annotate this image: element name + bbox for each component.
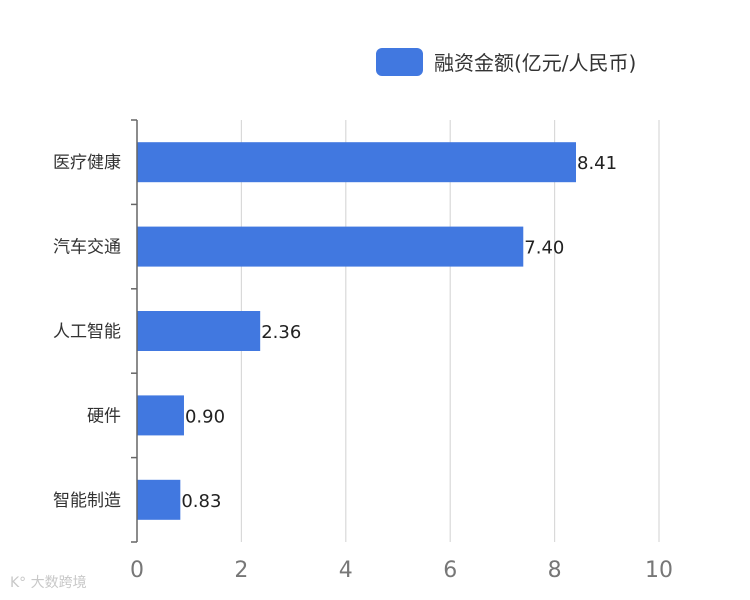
legend: 融资金额(亿元/人民币) [376, 48, 636, 76]
legend-swatch [376, 48, 423, 76]
x-tick-label: 8 [548, 558, 562, 583]
value-label: 0.90 [185, 406, 225, 427]
x-tick-label: 6 [443, 558, 457, 583]
value-label: 0.83 [181, 491, 221, 512]
legend-label: 融资金额(亿元/人民币) [434, 51, 636, 75]
bars [137, 142, 577, 520]
x-tick-label: 10 [645, 558, 673, 583]
category-label: 人工智能 [53, 322, 121, 342]
value-label: 7.40 [524, 238, 564, 259]
x-tick-label: 4 [339, 558, 353, 583]
bar [137, 395, 184, 436]
tick-labels: 0 2 4 6 8 10 [130, 558, 673, 583]
value-label: 2.36 [261, 322, 301, 343]
gridlines [240, 120, 660, 542]
bar [137, 226, 524, 267]
category-label: 硬件 [87, 406, 121, 426]
axes [131, 119, 138, 543]
category-label: 医疗健康 [53, 153, 121, 173]
value-labels: 8.41 7.40 2.36 0.90 0.83 [181, 153, 617, 512]
category-label: 汽车交通 [53, 238, 121, 258]
x-tick-label: 0 [130, 558, 144, 583]
watermark: K° 大数跨境 [10, 575, 87, 591]
x-tick-label: 2 [234, 558, 248, 583]
value-label: 8.41 [577, 153, 617, 174]
bar [137, 311, 261, 351]
bar [137, 142, 577, 183]
bar [137, 479, 181, 520]
category-label: 智能制造 [53, 491, 121, 511]
